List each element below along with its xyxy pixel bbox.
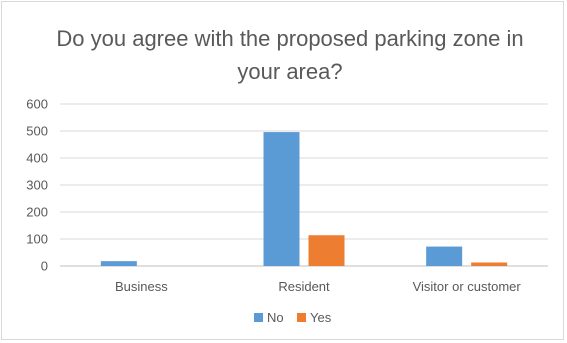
legend-label-no: No [267, 310, 284, 325]
y-tick-label: 300 [26, 178, 48, 193]
y-tick-label: 100 [26, 232, 48, 247]
legend-swatch-no [254, 313, 263, 322]
y-tick-label: 400 [26, 151, 48, 166]
legend-label-yes: Yes [310, 310, 332, 325]
x-category-label: Resident [278, 279, 330, 294]
bar-no [263, 132, 300, 266]
y-tick-label: 200 [26, 205, 48, 220]
bar-no [100, 261, 137, 266]
y-tick-label: 600 [26, 97, 48, 112]
x-category-label: Business [115, 279, 168, 294]
chart-title: Do you agree with the proposed parking z… [56, 26, 524, 84]
y-tick-label: 500 [26, 124, 48, 139]
x-category-label: Visitor or customer [413, 279, 522, 294]
bar-no [426, 246, 463, 266]
bar-yes [308, 235, 345, 266]
legend-swatch-yes [297, 313, 306, 322]
bar-yes [471, 262, 508, 266]
y-tick-label: 0 [41, 259, 48, 274]
